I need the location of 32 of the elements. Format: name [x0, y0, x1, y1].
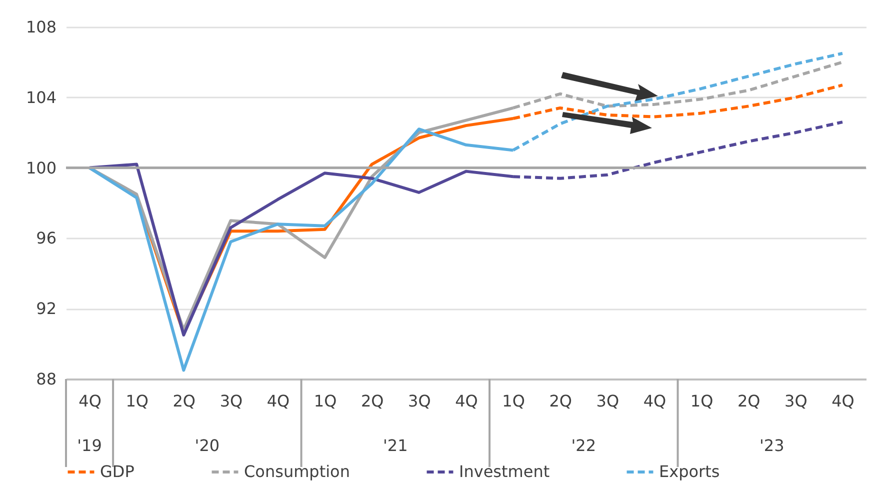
x-tick-label: 3Q — [220, 392, 243, 410]
y-tick-label: 100 — [26, 158, 56, 178]
x-tick-label: 4Q — [266, 392, 290, 410]
x-tick-label: 2Q — [737, 392, 760, 410]
x-tick-label: 3Q — [596, 392, 620, 410]
x-tick-label: 1Q — [690, 392, 714, 410]
text: '19 — [77, 436, 102, 455]
x-tick-label: 1Q — [502, 392, 525, 410]
y-tick-label: 88 — [36, 370, 56, 388]
text: '23 — [760, 436, 784, 455]
y-tick-label: 92 — [36, 299, 56, 318]
y-tick-label: 96 — [36, 228, 56, 248]
x-tick-label: 2Q — [172, 392, 196, 410]
x-tick-label: 4Q — [78, 392, 102, 410]
y-tick-label: 108 — [26, 18, 56, 36]
x-tick-label: 2Q — [360, 392, 384, 410]
x-tick-label: 1Q — [126, 392, 148, 410]
x-tick-label: 4Q — [832, 392, 854, 410]
text: '22 — [571, 436, 596, 455]
text: '20 — [194, 436, 220, 455]
legend-label: Exports — [659, 462, 720, 481]
x-tick-label: 4Q — [455, 392, 478, 410]
legend-label: Investment — [459, 462, 550, 481]
x-tick-label: 3Q — [408, 392, 431, 410]
legend-label: GDP — [100, 462, 135, 481]
y-tick-label: 104 — [26, 88, 56, 107]
legend-label: Consumption — [244, 462, 350, 481]
x-tick-label: 3Q — [784, 392, 808, 410]
x-tick-label: 2Q — [549, 392, 572, 410]
text: '21 — [383, 436, 408, 455]
x-tick-label: 4Q — [643, 392, 666, 410]
x-tick-label: 1Q — [314, 392, 337, 410]
